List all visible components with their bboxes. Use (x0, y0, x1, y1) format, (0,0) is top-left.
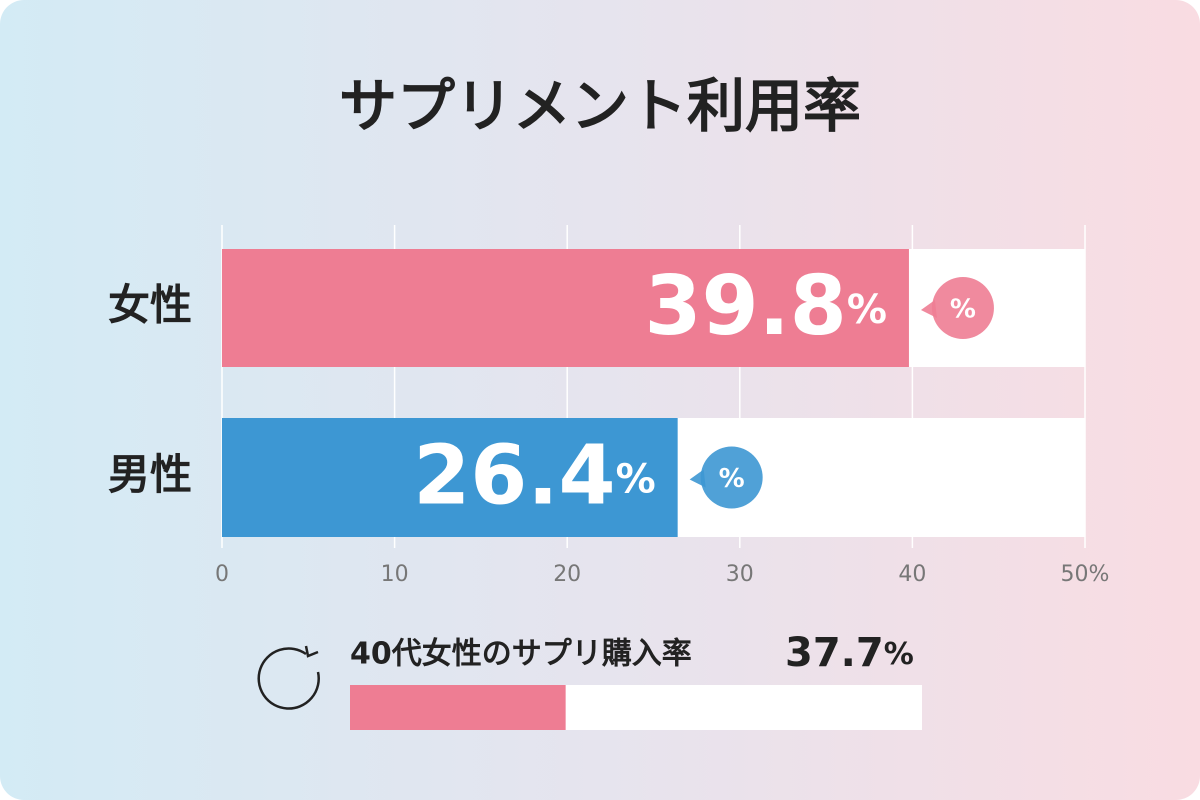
bar (222, 418, 678, 537)
highlight-number: 37.7 (785, 630, 884, 676)
x-tick-label: 50% (1061, 562, 1110, 587)
highlight-label: 40代女性のサプリ購入率 (350, 637, 692, 672)
value-number: 39.8 (645, 259, 847, 354)
highlight-bar (350, 685, 566, 730)
value-number: 26.4 (413, 429, 615, 524)
x-tick-label: 40 (898, 562, 926, 587)
value-label: 39.8% (645, 259, 887, 354)
refresh-icon (257, 645, 320, 710)
chart-title: サプリメント利用率 (339, 72, 861, 140)
x-tick-label: 10 (381, 562, 409, 587)
value-label: 26.4% (413, 429, 655, 524)
highlight-unit: % (884, 637, 914, 672)
bubble (931, 277, 994, 339)
value-unit: % (847, 287, 887, 333)
x-tick-label: 20 (553, 562, 581, 587)
bar (222, 249, 909, 367)
category-label: 男性 (108, 450, 192, 499)
bubble-label: % (950, 295, 976, 325)
highlight-value: 37.7% (785, 630, 914, 676)
category-label: 女性 (108, 281, 192, 330)
bubble-label: % (719, 464, 745, 494)
x-tick-label: 30 (726, 562, 754, 587)
value-unit: % (616, 457, 656, 503)
x-tick-label: 0 (215, 562, 229, 587)
bubble (700, 446, 763, 509)
